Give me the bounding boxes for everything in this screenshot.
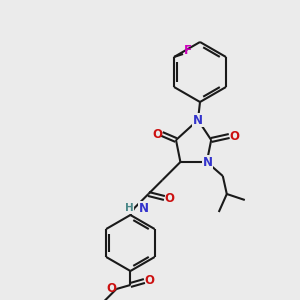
Text: N: N: [203, 155, 213, 169]
Text: H: H: [125, 203, 134, 213]
Text: O: O: [164, 191, 174, 205]
Text: N: N: [138, 202, 148, 214]
Text: O: O: [144, 274, 154, 287]
Text: O: O: [229, 130, 239, 142]
Text: O: O: [152, 128, 162, 140]
Text: O: O: [106, 283, 116, 296]
Text: N: N: [193, 113, 203, 127]
Text: F: F: [184, 44, 192, 58]
